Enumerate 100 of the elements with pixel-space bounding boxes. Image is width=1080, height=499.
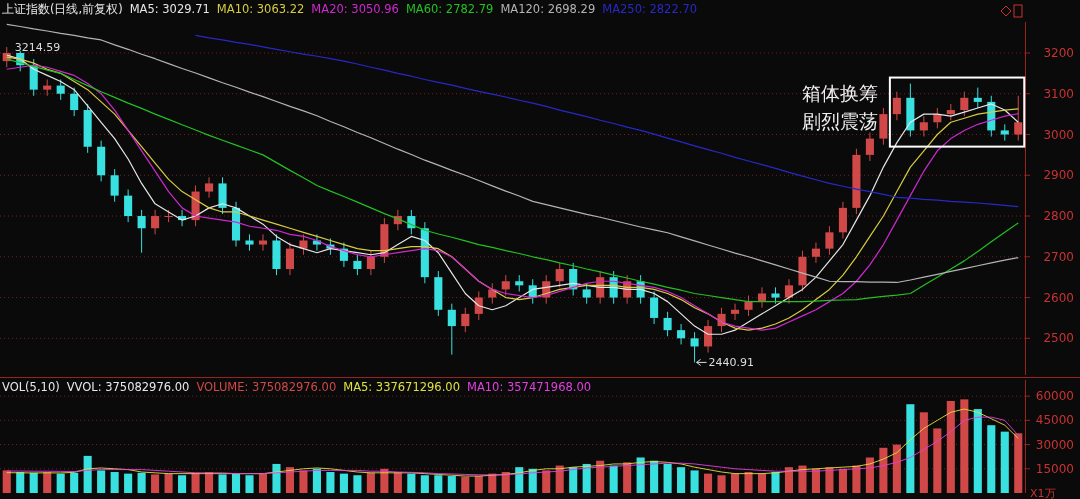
candlestick [973,87,982,109]
candlestick [137,209,146,254]
bar [124,473,133,493]
bar [879,447,888,493]
annotation: 3214.59 [14,41,61,55]
text: MA10: 3063.22 [216,2,305,16]
bar [461,476,470,493]
candlestick [124,189,133,223]
bar [946,400,955,493]
bar [272,463,281,493]
text: MA5: 3029.71 [129,2,210,16]
bar [312,468,321,493]
annotation: 2440.91 [708,356,755,370]
bar [1000,431,1009,493]
bar [771,472,780,493]
bar [110,472,119,493]
bar [231,473,241,493]
candlestick [501,274,510,297]
candlestick [650,290,659,325]
candlestick [892,91,901,121]
bar [1014,433,1023,493]
text: MA120: 2698.29 [500,2,596,16]
bar [960,399,969,493]
candlestick [744,295,753,317]
text: MA5: 337671296.00 [343,380,460,394]
y-tick-label: 2500 [1043,331,1074,346]
candlestick [825,225,834,256]
bar [690,470,699,493]
bar [596,460,605,493]
bar [164,473,173,493]
candlestick [960,91,969,117]
y-tick-label: 2900 [1043,168,1074,183]
chart-title: VOL(5,10) [2,380,60,394]
bar [245,475,254,493]
text: VOLUME: 375082976.00 [196,380,337,394]
candlestick [663,311,672,337]
bar [663,463,672,493]
bar [811,468,820,493]
candlestick [811,242,820,264]
y-tick-label: 2800 [1043,209,1074,224]
chart-title: 上证指数(日线,前复权) [2,2,123,16]
bar [650,460,659,493]
bar [677,467,686,493]
bar [717,475,726,493]
bar [353,475,362,493]
bar [838,468,847,493]
bar [892,444,901,493]
text: MA250: 2822.70 [602,2,698,16]
bar [299,470,308,493]
y-tick-label: 60000 [1035,389,1074,404]
y-tick-label: 15000 [1035,461,1074,476]
bar [474,476,483,493]
candlestick [784,278,794,305]
text: MA20: 3050.96 [311,2,399,16]
bar [933,428,942,493]
candlestick [757,286,767,309]
bar [366,472,375,493]
candlestick [258,233,268,252]
candlestick [582,282,591,305]
candlestick [555,262,564,288]
candlestick [690,331,699,363]
bar [569,467,578,493]
candlestick [1014,95,1023,142]
bar [609,465,618,493]
bar [919,412,928,493]
bar [16,472,25,493]
bar [83,455,92,493]
candlestick [447,303,456,356]
bar [987,425,996,493]
y-tick-label: 2600 [1043,290,1074,305]
bar [326,472,335,493]
candlestick [353,254,362,276]
y-tick-label: 2700 [1043,249,1074,264]
candlestick [56,78,65,101]
bar [380,468,389,493]
bar [151,474,160,493]
candlestick [70,87,79,117]
bar [434,475,443,493]
candlestick [865,131,874,162]
chart-subtitle: VVOL: 375082976.00 [66,380,190,394]
bar [704,473,713,493]
bar [542,470,551,493]
bar [218,474,227,493]
annotation: 箱体换筹 [801,81,878,104]
bar [730,473,740,493]
bar [636,457,645,493]
text: MA60: 2782.79 [405,2,494,16]
y-tick-label: 3100 [1043,86,1074,101]
candlestick [110,168,119,203]
bar [97,470,106,493]
bar [393,472,402,493]
candlestick [151,209,160,235]
bar [2,470,11,493]
bar [56,473,65,493]
bar [973,409,982,493]
candlestick [461,307,470,333]
bar [70,472,79,493]
y-tick-label: 3200 [1043,45,1074,60]
text: MA10: 357471968.00 [466,380,592,394]
y-tick-label: 3000 [1043,127,1074,142]
